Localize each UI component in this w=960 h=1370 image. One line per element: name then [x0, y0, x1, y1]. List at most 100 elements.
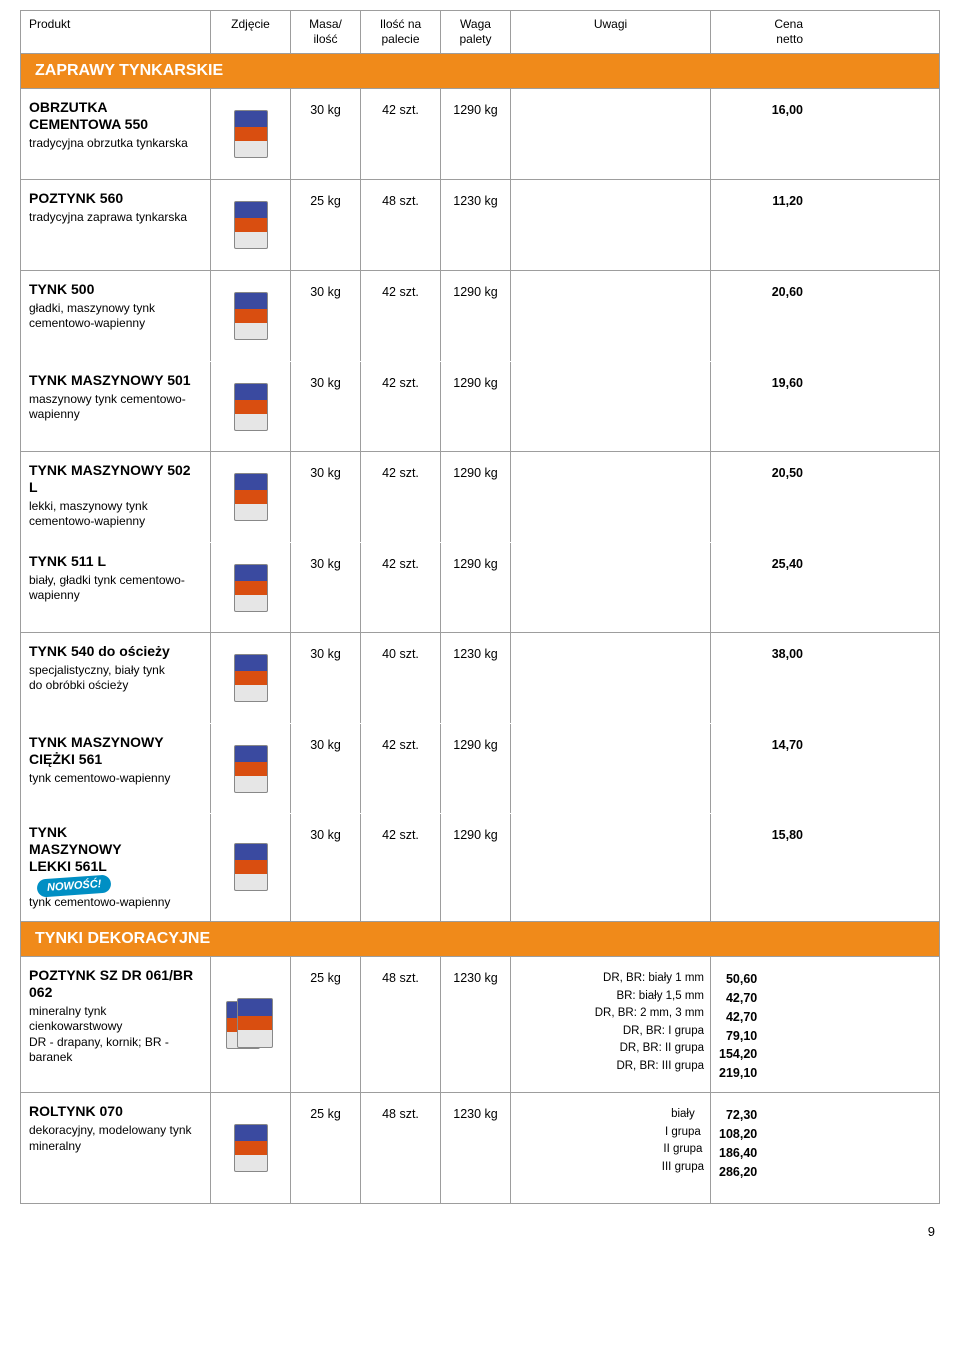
- product-title: TYNK 540 do ościeży: [29, 643, 202, 660]
- price-item: 50,60: [719, 971, 757, 988]
- note-item: DR, BR: I grupa: [595, 1024, 704, 1040]
- notes-cell: [511, 724, 711, 813]
- product-desc: dekoracyjny, modelowany tynk mineralny: [29, 1123, 202, 1154]
- note-item: BR: biały 1,5 mm: [595, 989, 704, 1005]
- product-name-cell: TYNK 540 do ościeży specjalistyczny, bia…: [21, 633, 211, 723]
- table-row: ROLTYNK 070 dekoracyjny, modelowany tynk…: [21, 1093, 939, 1203]
- header-image: Zdjęcie: [211, 11, 291, 53]
- qty-cell: 48 szt.: [361, 1093, 441, 1203]
- product-image-cell: [211, 180, 291, 270]
- pallet-cell: 1290 kg: [441, 89, 511, 179]
- notes-cell: biały I grupa II grupa III grupa: [511, 1093, 711, 1203]
- note-item: I grupa: [662, 1125, 704, 1141]
- product-bag-icon: [234, 564, 268, 612]
- price-cell: 72,30 108,20 186,40 286,20: [711, 1093, 811, 1203]
- mass-cell: 30 kg: [291, 633, 361, 723]
- product-image-cell: [211, 271, 291, 361]
- table-row: TYNK 540 do ościeży specjalistyczny, bia…: [21, 633, 939, 723]
- product-desc: gładki, maszynowy tynk cementowo-wapienn…: [29, 301, 202, 332]
- pallet-cell: 1230 kg: [441, 957, 511, 1092]
- product-name-cell: OBRZUTKA CEMENTOWA 550 tradycyjna obrzut…: [21, 89, 211, 179]
- product-name-cell: TYNK MASZYNOWY LEKKI 561L NOWOŚĆ! tynk c…: [21, 814, 211, 921]
- pallet-cell: 1230 kg: [441, 1093, 511, 1203]
- product-desc: tynk cementowo-wapienny: [29, 771, 202, 787]
- header-pallet: Waga palety: [441, 11, 511, 53]
- note-item: DR, BR: biały 1 mm: [595, 971, 704, 987]
- price-cell: 16,00: [711, 89, 811, 179]
- table-header: Produkt Zdjęcie Masa/ ilość Ilość na pal…: [20, 10, 940, 54]
- notes-cell: [511, 271, 711, 361]
- price-cell: 11,20: [711, 180, 811, 270]
- note-item: II grupa: [662, 1142, 704, 1158]
- pallet-cell: 1230 kg: [441, 633, 511, 723]
- product-bag-icon: [234, 110, 268, 158]
- price-cell: 14,70: [711, 724, 811, 813]
- qty-cell: 42 szt.: [361, 543, 441, 632]
- product-block: OBRZUTKA CEMENTOWA 550 tradycyjna obrzut…: [20, 89, 940, 180]
- section-tynki-dekoracyjne: TYNKI DEKORACYJNE: [20, 922, 940, 957]
- price-item: 108,20: [719, 1126, 757, 1143]
- product-image-cell: [211, 1093, 291, 1203]
- product-bag-icon: [234, 1124, 268, 1172]
- price-cell: 19,60: [711, 362, 811, 451]
- page-number: 9: [20, 1224, 940, 1239]
- pallet-cell: 1230 kg: [441, 180, 511, 270]
- mass-cell: 30 kg: [291, 543, 361, 632]
- pallet-cell: 1290 kg: [441, 452, 511, 542]
- header-qty: Ilość na palecie: [361, 11, 441, 53]
- product-desc: tradycyjna obrzutka tynkarska: [29, 136, 202, 152]
- price-item: 42,70: [719, 990, 757, 1007]
- product-title: TYNK MASZYNOWY LEKKI 561L: [29, 824, 149, 874]
- price-list: 72,30 108,20 186,40 286,20: [719, 1107, 757, 1181]
- product-desc: maszynowy tynk cementowo-wapienny: [29, 392, 202, 423]
- price-list: 50,60 42,70 42,70 79,10 154,20 219,10: [719, 971, 757, 1082]
- product-desc: specjalistyczny, biały tynk do obróbki o…: [29, 663, 202, 694]
- product-desc: tynk cementowo-wapienny: [29, 895, 202, 911]
- product-block: TYNK 500 gładki, maszynowy tynk cementow…: [20, 271, 940, 452]
- note-item: DR, BR: II grupa: [595, 1041, 704, 1057]
- price-item: 286,20: [719, 1164, 757, 1181]
- qty-cell: 40 szt.: [361, 633, 441, 723]
- table-row: TYNK MASZYNOWY 501 maszynowy tynk cement…: [21, 361, 939, 451]
- product-image-cell: [211, 452, 291, 542]
- product-image-cell: [211, 633, 291, 723]
- price-cell: 20,60: [711, 271, 811, 361]
- product-block: POZTYNK 560 tradycyjna zaprawa tynkarska…: [20, 180, 940, 271]
- product-name-cell: POZTYNK SZ DR 061/BR 062 mineralny tynk …: [21, 957, 211, 1092]
- table-row: POZTYNK SZ DR 061/BR 062 mineralny tynk …: [21, 957, 939, 1092]
- product-image-cell: [211, 957, 291, 1092]
- mass-cell: 30 kg: [291, 271, 361, 361]
- table-row: TYNK MASZYNOWY 502 L lekki, maszynowy ty…: [21, 452, 939, 542]
- product-name-cell: ROLTYNK 070 dekoracyjny, modelowany tynk…: [21, 1093, 211, 1203]
- product-name-cell: TYNK 500 gładki, maszynowy tynk cementow…: [21, 271, 211, 361]
- product-title: TYNK MASZYNOWY 501: [29, 372, 202, 389]
- table-row: POZTYNK 560 tradycyjna zaprawa tynkarska…: [21, 180, 939, 270]
- mass-cell: 30 kg: [291, 724, 361, 813]
- section-zaprawy-tynkarskie: ZAPRAWY TYNKARSKIE: [20, 54, 940, 89]
- notes-cell: [511, 543, 711, 632]
- price-cell: 25,40: [711, 543, 811, 632]
- mass-cell: 30 kg: [291, 452, 361, 542]
- notes-list: biały I grupa II grupa III grupa: [662, 1107, 704, 1175]
- qty-cell: 42 szt.: [361, 724, 441, 813]
- product-name-cell: POZTYNK 560 tradycyjna zaprawa tynkarska: [21, 180, 211, 270]
- qty-cell: 42 szt.: [361, 89, 441, 179]
- table-row: OBRZUTKA CEMENTOWA 550 tradycyjna obrzut…: [21, 89, 939, 179]
- pallet-cell: 1290 kg: [441, 362, 511, 451]
- notes-cell: DR, BR: biały 1 mm BR: biały 1,5 mm DR, …: [511, 957, 711, 1092]
- product-title: OBRZUTKA CEMENTOWA 550: [29, 99, 202, 133]
- product-title: ROLTYNK 070: [29, 1103, 202, 1120]
- header-price: Cena netto: [711, 11, 811, 53]
- product-image-cell: [211, 362, 291, 451]
- price-cell: 38,00: [711, 633, 811, 723]
- product-block: TYNK MASZYNOWY 502 L lekki, maszynowy ty…: [20, 452, 940, 633]
- mass-cell: 25 kg: [291, 957, 361, 1092]
- qty-cell: 42 szt.: [361, 452, 441, 542]
- table-row: TYNK 500 gładki, maszynowy tynk cementow…: [21, 271, 939, 361]
- mass-cell: 30 kg: [291, 362, 361, 451]
- notes-cell: [511, 452, 711, 542]
- product-bag-icon: [234, 292, 268, 340]
- product-desc: mineralny tynk cienkowarstwowy DR - drap…: [29, 1004, 202, 1066]
- product-block: ROLTYNK 070 dekoracyjny, modelowany tynk…: [20, 1093, 940, 1204]
- table-row: TYNK 511 L biały, gładki tynk cementowo-…: [21, 542, 939, 632]
